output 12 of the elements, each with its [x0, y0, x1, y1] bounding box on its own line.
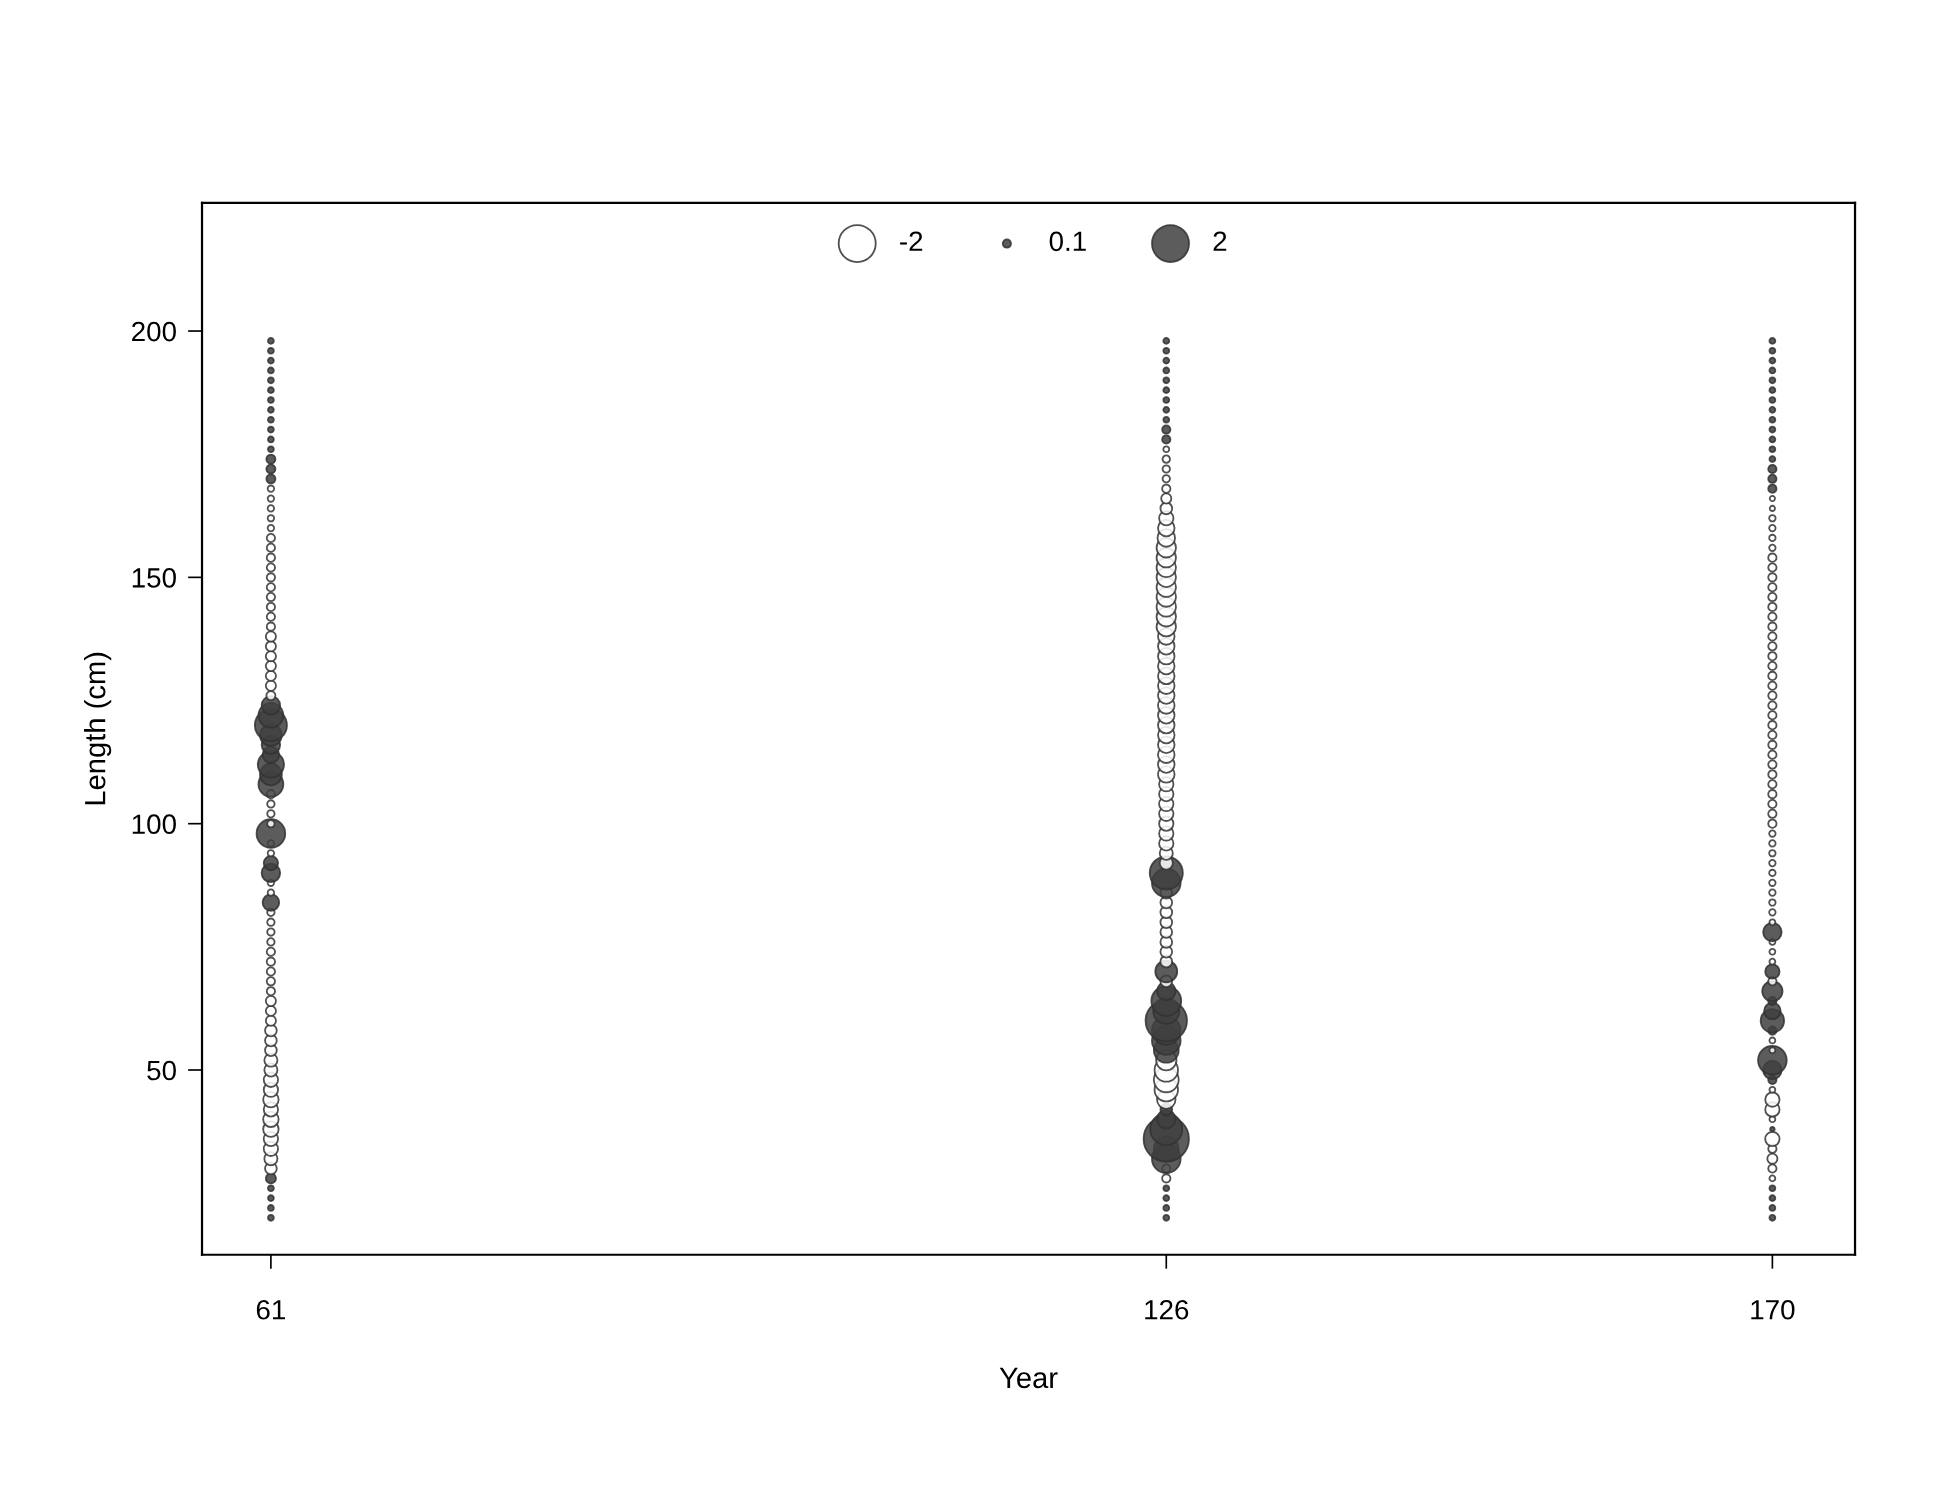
x-tick-label: 126 — [1145, 1299, 1189, 1320]
y-axis-title: Length (cm) — [84, 652, 112, 805]
x-tick-label: 170 — [1751, 1299, 1795, 1320]
x-axis-title: Year — [999, 1367, 1058, 1389]
y-tick-label: 150 — [132, 568, 176, 588]
y-tick-label: 50 — [147, 1060, 176, 1081]
legend-label: -2 — [900, 231, 923, 251]
y-tick-label: 200 — [132, 321, 176, 342]
y-tick-label: 100 — [132, 814, 176, 835]
legend-label: 2 — [1213, 231, 1227, 251]
legend-label: 0.1 — [1049, 231, 1086, 252]
x-tick-label: 61 — [256, 1299, 285, 1320]
